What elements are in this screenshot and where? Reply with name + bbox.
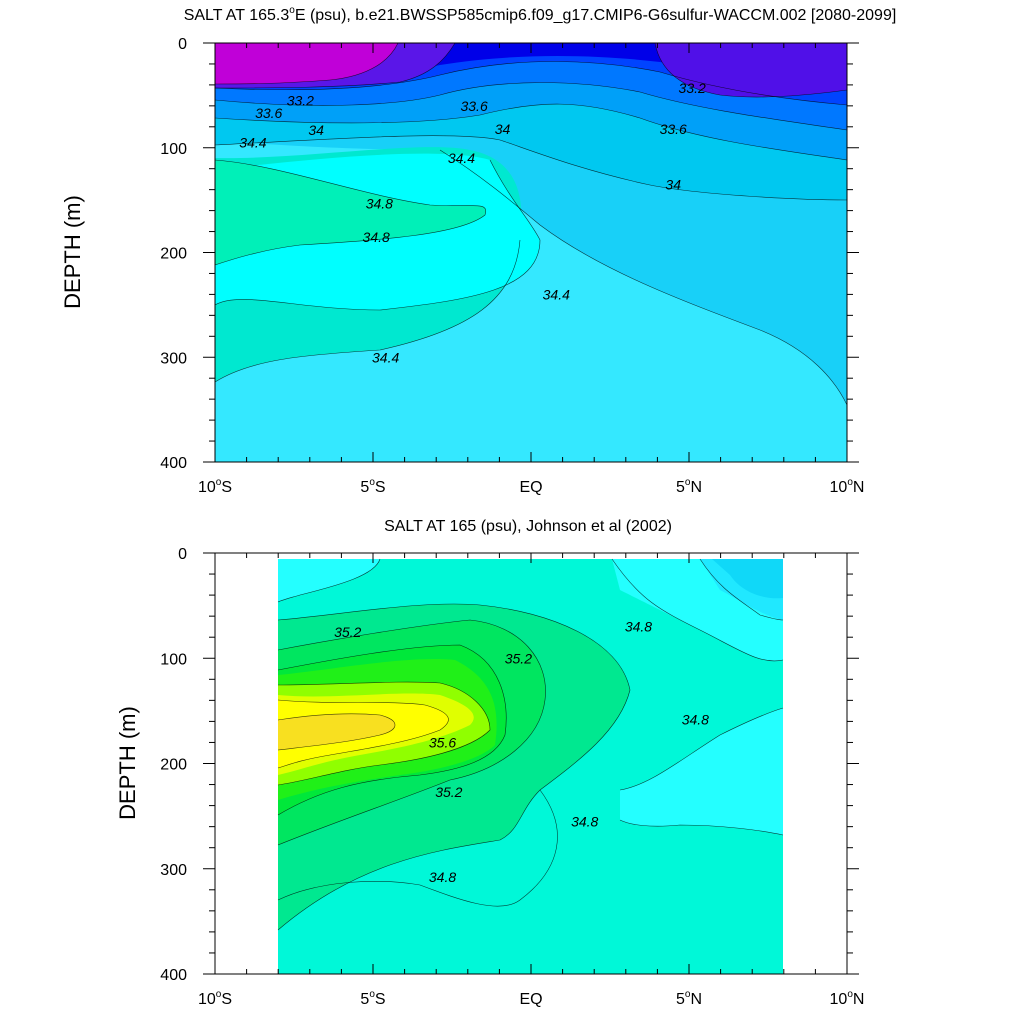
contour-label: 34.4: [543, 286, 570, 302]
y-tick-label: 400: [160, 967, 187, 984]
x-tick-label: 5oN: [676, 477, 702, 496]
contour-line: [215, 135, 847, 201]
panel-2-ticks: 10oS 5oS EQ 5oN 10oN 0 100 200 300 400: [160, 546, 864, 1008]
y-tick-label: 300: [160, 862, 187, 879]
contour-line: [277, 619, 546, 846]
y-tick-label: 100: [160, 141, 187, 158]
contour-line: [439, 149, 847, 406]
y-tick-label: 200: [160, 246, 187, 263]
contour-line: [215, 43, 399, 85]
contour-label: 33.2: [679, 80, 706, 96]
contour-line: [699, 558, 784, 621]
x-tick-label: EQ: [519, 991, 542, 1008]
panel-1: SALT AT 165.3oE (psu), b.e21.BWSSP585cmi…: [60, 5, 896, 496]
x-tick-label: EQ: [519, 479, 542, 496]
contour-line: [215, 43, 456, 89]
contour-label: 34: [495, 121, 511, 137]
fill-34.6-34.8-upper-west: [278, 559, 380, 602]
contour-label: 33.6: [660, 121, 687, 137]
x-tick-label: 10oS: [198, 477, 232, 496]
contour-label: 34.8: [571, 813, 598, 829]
fill-34.6-34.8-lower-east: [620, 708, 783, 835]
panel-1-contour-fill: [215, 43, 847, 462]
contour-label: 34.8: [363, 229, 390, 245]
contour-line: [619, 707, 784, 791]
contour-label: 35.2: [334, 624, 361, 640]
y-tick-label: 0: [178, 546, 187, 563]
x-tick-label: 5oS: [360, 989, 385, 1008]
fill-34.2-34.4-upper-east: [712, 559, 783, 599]
fill-magenta-west: [215, 43, 398, 84]
panel-1-ylabel: DEPTH (m): [60, 195, 85, 309]
x-tick-label: 10oN: [830, 989, 865, 1008]
contour-label: 34.4: [372, 349, 399, 365]
contour-label: 34.8: [625, 619, 652, 635]
contour-line: [277, 681, 491, 786]
contour-label: 34: [308, 122, 324, 138]
contour-label: 35.2: [505, 650, 532, 666]
y-tick-label: 400: [160, 455, 187, 472]
contour-label: 34.4: [239, 135, 266, 151]
contour-line: [215, 159, 541, 311]
contour-line: [215, 61, 847, 106]
y-tick-label: 0: [178, 36, 187, 53]
contour-line: [277, 558, 381, 603]
contour-line: [619, 819, 784, 836]
y-tick-label: 300: [160, 350, 187, 367]
y-tick-label: 200: [160, 757, 187, 774]
contour-label: 33.6: [460, 98, 487, 114]
contour-line: [215, 239, 521, 383]
panel-2-title: SALT AT 165 (psu), Johnson et al (2002): [384, 518, 672, 535]
panel-2-contour-labels: 35.2 35.2 35.6 35.2 34.8 34.8 34.8 34.8: [334, 619, 709, 885]
y-tick-label: 100: [160, 651, 187, 668]
x-tick-label: 10oN: [830, 477, 865, 496]
panel-1-contour-labels: 33.2 33.6 34 34.4 33.6 34 34.4 34.8 34.8 34.4 34.4…: [239, 80, 706, 365]
panel-1-ticks: 10oS 5oS EQ 5oN 10oN 0 100 200 300 400: [160, 36, 864, 496]
panel-1-contour-lines: [215, 43, 847, 406]
contour-label: 33.6: [255, 105, 282, 121]
x-tick-label: 10oS: [198, 989, 232, 1008]
contour-line: [215, 159, 487, 266]
contour-line: [277, 644, 507, 816]
contour-label: 34.4: [448, 150, 475, 166]
x-tick-label: 5oS: [360, 477, 385, 496]
contour-line: [277, 603, 631, 931]
contour-line: [277, 789, 558, 907]
panel-2-contour-fill: [277, 558, 784, 974]
contour-line: [611, 558, 784, 662]
fill-36.4-36.6: [278, 713, 395, 750]
contour-line: [654, 43, 847, 98]
fill-34.8-core: [215, 160, 486, 265]
contour-label: 35.2: [435, 784, 462, 800]
contour-label: 35.6: [429, 734, 456, 750]
contour-label: 34: [665, 176, 681, 192]
panel-2-ylabel: DEPTH (m): [115, 706, 140, 820]
contour-label: 34.8: [429, 869, 456, 885]
contour-line: [215, 103, 847, 161]
contour-line: [215, 82, 847, 131]
panel-2-contour-lines: [277, 558, 784, 931]
contour-label: 34.8: [366, 195, 393, 211]
x-tick-label: 5oN: [676, 989, 702, 1008]
panel-1-title: SALT AT 165.3oE (psu), b.e21.BWSSP585cmi…: [184, 5, 897, 24]
contour-line: [277, 699, 449, 769]
contour-line: [277, 713, 396, 751]
contour-label: 33.2: [287, 93, 314, 109]
contour-label: 34.8: [682, 711, 709, 727]
panel-2: SALT AT 165 (psu), Johnson et al (2002): [115, 518, 864, 1008]
